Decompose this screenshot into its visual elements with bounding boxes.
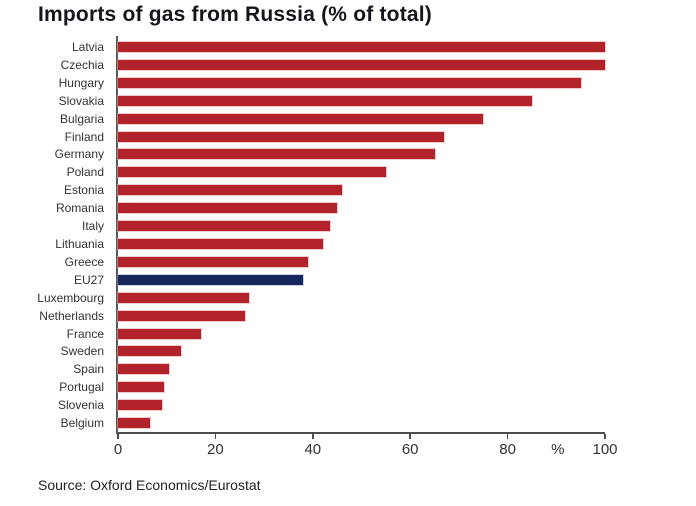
- bar-latvia: [118, 41, 605, 52]
- chart-title: Imports of gas from Russia (% of total): [38, 3, 432, 26]
- bar-label-romania: Romania: [55, 201, 104, 216]
- bar-netherlands: [118, 310, 245, 321]
- source-note: Source: Oxford Economics/Eurostat: [38, 477, 261, 493]
- x-axis-tick-40: [312, 434, 314, 439]
- x-axis-tick-20: [214, 434, 217, 439]
- bar-label-spain: Spain: [73, 362, 104, 377]
- x-axis-unit-label: %: [551, 441, 565, 458]
- bar-germany: [118, 149, 435, 160]
- bar-label-poland: Poland: [66, 165, 104, 180]
- bar-label-eu27: EU27: [73, 272, 104, 287]
- bar-label-greece: Greece: [64, 254, 104, 269]
- bar-luxembourg: [118, 292, 250, 303]
- bar-belgium: [118, 418, 150, 429]
- bar-hungary: [118, 77, 581, 88]
- x-axis-tick-label-40: 40: [304, 441, 322, 458]
- bar-label-hungary: Hungary: [58, 75, 104, 90]
- bar-label-luxembourg: Luxembourg: [37, 290, 104, 305]
- bar-label-estonia: Estonia: [63, 183, 104, 198]
- bar-slovakia: [118, 95, 532, 106]
- bar-label-france: France: [66, 326, 104, 341]
- x-axis-tick-0: [117, 434, 119, 439]
- bar-label-slovakia: Slovakia: [58, 93, 104, 108]
- x-axis-tick-label-20: 20: [207, 441, 224, 458]
- x-axis-tick-label-60: 60: [401, 441, 419, 458]
- bar-slovenia: [118, 400, 162, 411]
- bar-sweden: [118, 346, 182, 357]
- bar-label-latvia: Latvia: [71, 39, 104, 54]
- bar-label-finland: Finland: [64, 129, 104, 144]
- x-axis-tick-100: [604, 434, 606, 439]
- bar-estonia: [118, 185, 343, 196]
- bar-label-lithuania: Lithuania: [55, 236, 104, 251]
- bar-label-portugal: Portugal: [59, 380, 104, 395]
- bar-romania: [118, 203, 338, 214]
- bar-lithuania: [118, 238, 323, 249]
- bar-poland: [118, 167, 386, 178]
- bar-label-bulgaria: Bulgaria: [59, 111, 104, 126]
- x-axis-tick-label-100: 100: [592, 441, 618, 458]
- bar-finland: [118, 131, 445, 142]
- bar-label-sweden: Sweden: [60, 344, 104, 359]
- bar-eu27: [118, 274, 304, 285]
- bar-bulgaria: [118, 113, 484, 124]
- bar-czechia: [118, 59, 605, 70]
- x-axis-tick-label-0: 0: [113, 441, 123, 458]
- bar-label-slovenia: Slovenia: [57, 398, 104, 413]
- bar-label-italy: Italy: [81, 219, 104, 234]
- bar-spain: [118, 364, 170, 375]
- bar-greece: [118, 256, 308, 267]
- bar-label-netherlands: Netherlands: [39, 308, 104, 323]
- x-axis-tick-80: [506, 434, 509, 439]
- category-labels-column: Latvia Czechia Hungary Slovakia Bulgaria Finl…: [0, 38, 110, 432]
- bar-label-belgium: Belgium: [60, 416, 104, 431]
- x-axis-tick-label-80: 80: [499, 441, 516, 458]
- bar-portugal: [118, 382, 165, 393]
- bar-france: [118, 328, 201, 339]
- bar-label-czechia: Czechia: [60, 57, 104, 72]
- x-axis-tick-60: [409, 434, 411, 439]
- plot-area: 0 20 40 60 80 100%: [114, 36, 618, 458]
- bar-label-germany: Germany: [54, 147, 104, 162]
- bar-italy: [118, 221, 330, 232]
